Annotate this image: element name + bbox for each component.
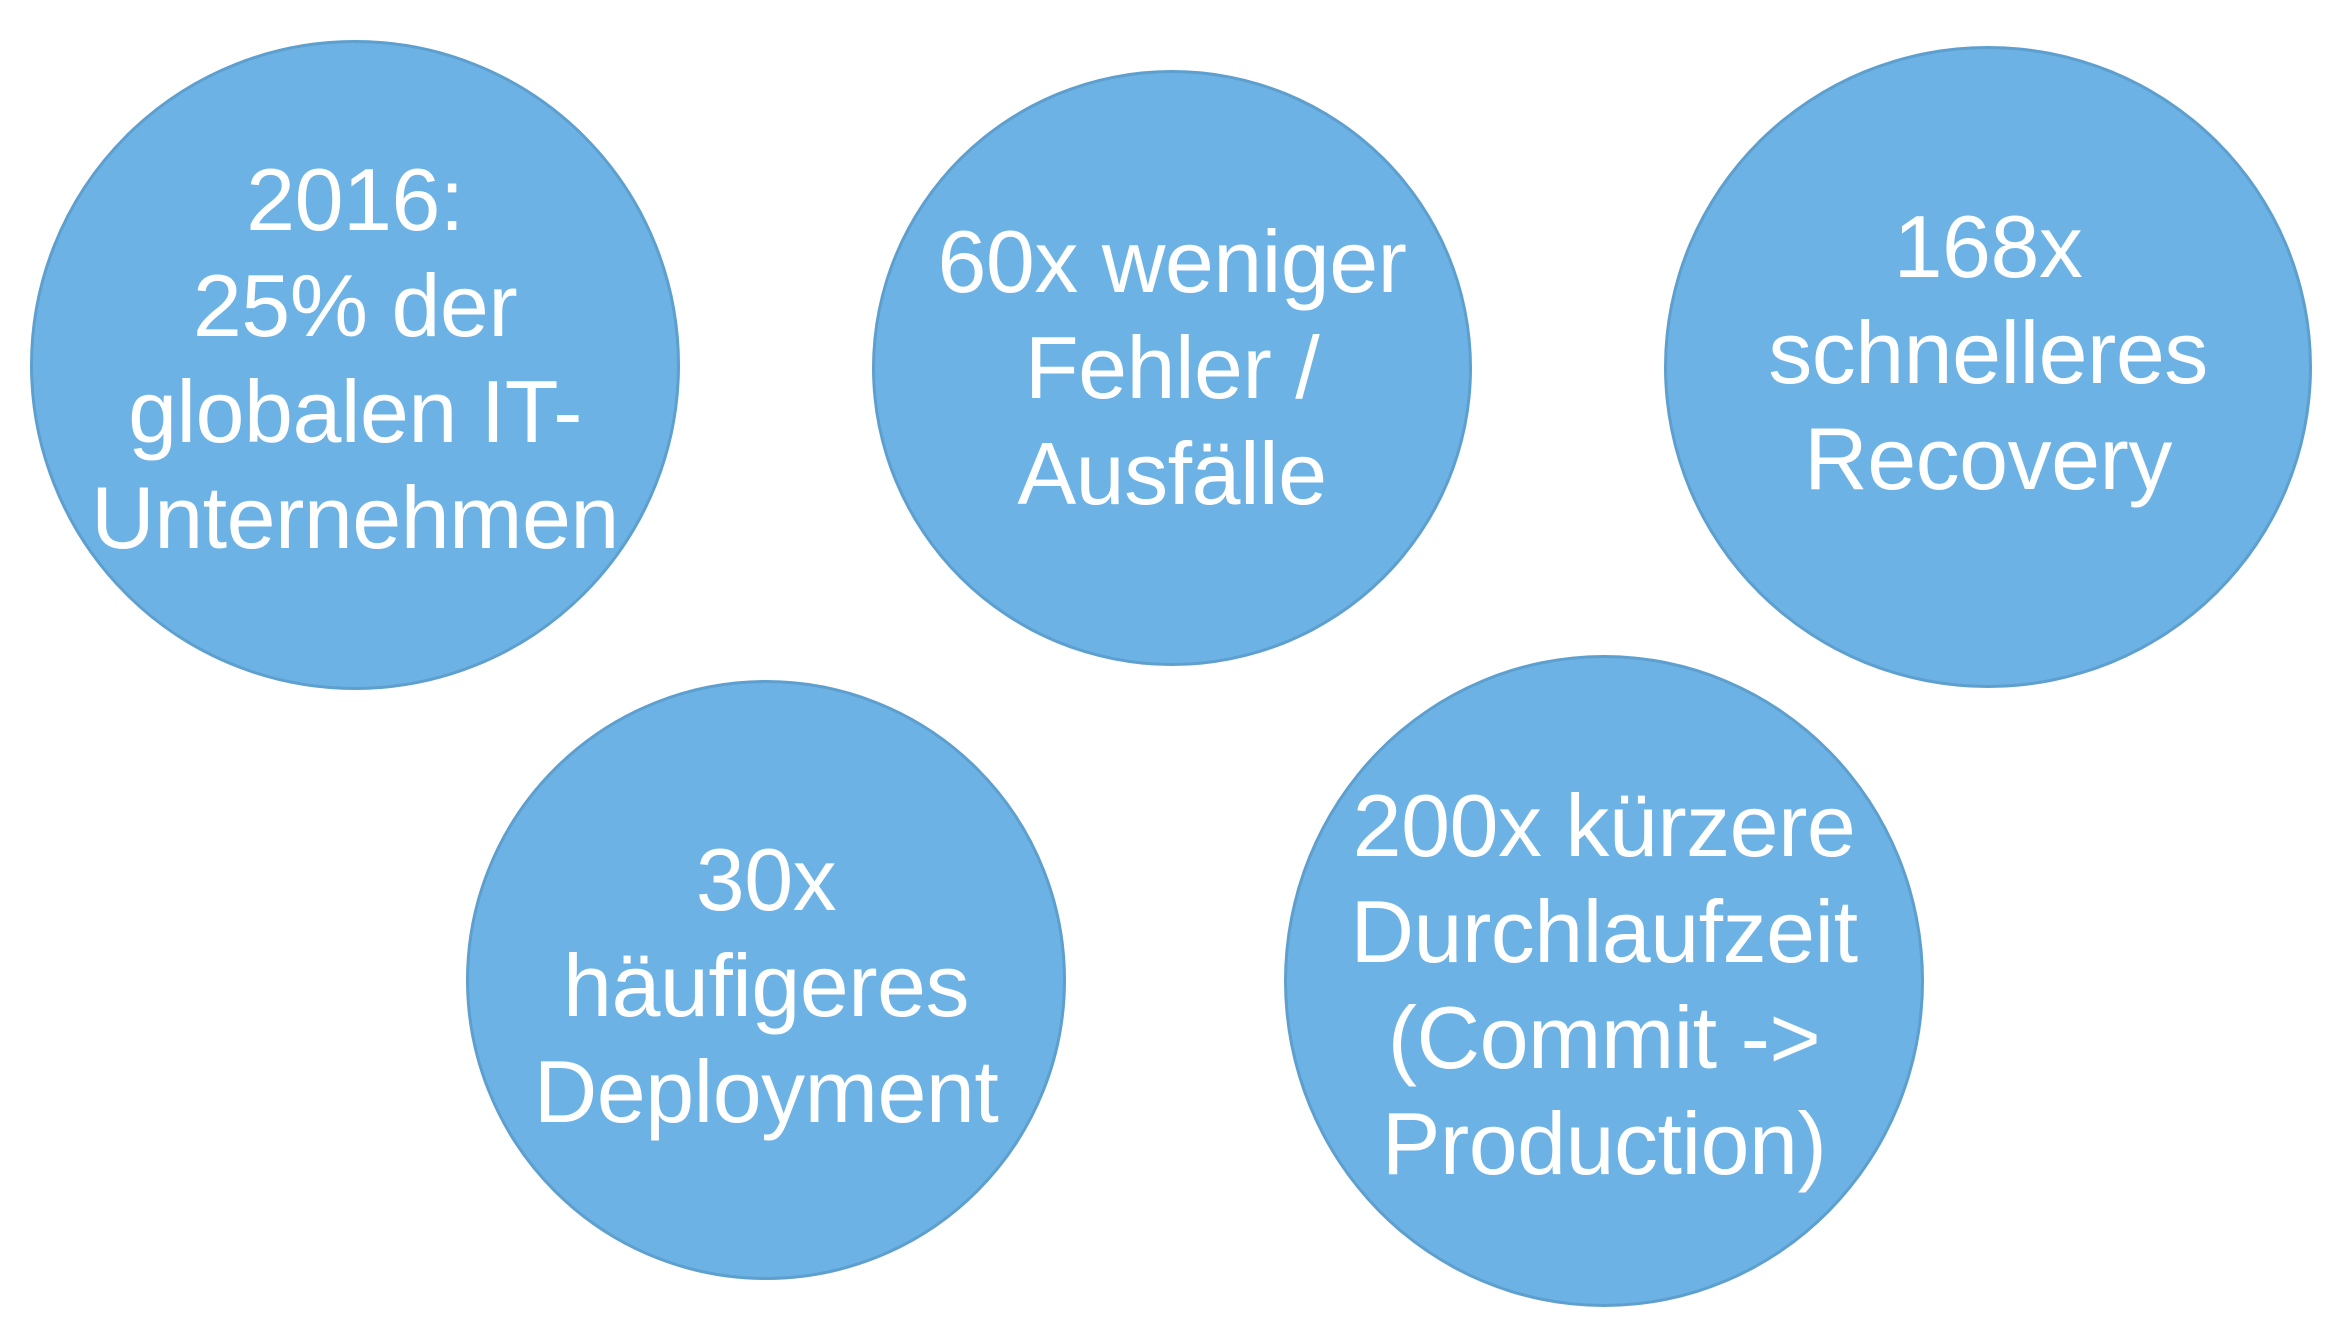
bubble-line: 25% der xyxy=(192,256,518,355)
bubble-line: 200x kürzere xyxy=(1352,776,1856,875)
bubble-line: Durchlaufzeit xyxy=(1350,882,1858,981)
bubble-text: 2016: 25% der globalen IT- Unternehmen xyxy=(91,147,619,571)
bubble-text: 168x schnelleres Recovery xyxy=(1768,194,2208,512)
bubble-line: Production) xyxy=(1381,1094,1827,1193)
bubble-more-frequent-deployment: 30x häufigeres Deployment xyxy=(466,680,1066,1280)
bubble-line: Deployment xyxy=(533,1042,999,1141)
bubble-fewer-failures: 60x weniger Fehler / Ausfälle xyxy=(872,70,1472,666)
bubble-line: Unternehmen xyxy=(91,468,619,567)
bubble-line: 60x weniger xyxy=(937,212,1407,311)
bubble-line: (Commit -> xyxy=(1387,988,1821,1087)
bubble-text: 60x weniger Fehler / Ausfälle xyxy=(937,209,1407,527)
bubble-line: 168x xyxy=(1893,197,2083,296)
bubble-line: häufigeres xyxy=(563,936,969,1035)
bubble-text: 200x kürzere Durchlaufzeit (Commit -> Pr… xyxy=(1350,773,1858,1197)
bubble-text: 30x häufigeres Deployment xyxy=(534,827,999,1145)
bubble-line: globalen IT- xyxy=(128,362,582,461)
bubble-shorter-lead-time: 200x kürzere Durchlaufzeit (Commit -> Pr… xyxy=(1284,655,1924,1307)
bubble-line: schnelleres xyxy=(1768,303,2208,402)
bubble-line: Fehler / xyxy=(1024,318,1320,417)
bubble-line: Ausfälle xyxy=(1017,424,1327,523)
bubble-faster-recovery: 168x schnelleres Recovery xyxy=(1664,46,2312,688)
bubble-line: Recovery xyxy=(1804,409,2172,508)
bubble-line: 30x xyxy=(695,830,837,929)
bubble-global-it-share: 2016: 25% der globalen IT- Unternehmen xyxy=(30,40,680,690)
bubble-line: 2016: xyxy=(246,150,464,249)
